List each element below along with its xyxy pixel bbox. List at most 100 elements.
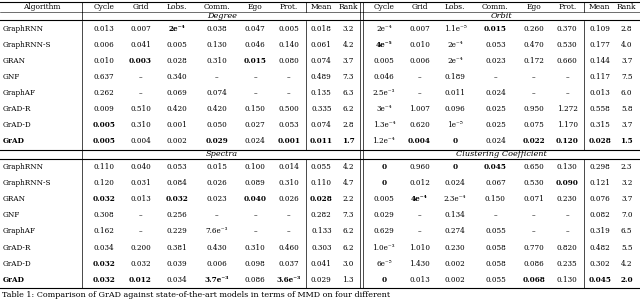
Text: –: – — [418, 89, 421, 97]
Text: 1.1e⁻⁵: 1.1e⁻⁵ — [444, 25, 467, 33]
Text: 0.034: 0.034 — [93, 244, 114, 252]
Text: 0.006: 0.006 — [207, 260, 227, 268]
Text: 0.039: 0.039 — [166, 260, 187, 268]
Text: 0.012: 0.012 — [409, 179, 430, 187]
Text: GraphRNN: GraphRNN — [3, 25, 44, 33]
Text: 2.5e⁻³: 2.5e⁻³ — [372, 89, 395, 97]
Text: –: – — [418, 211, 421, 219]
Text: 0.007: 0.007 — [409, 25, 430, 33]
Text: 0.335: 0.335 — [311, 105, 332, 113]
Text: 6.2: 6.2 — [342, 105, 354, 113]
Text: 0.370: 0.370 — [557, 25, 577, 33]
Text: 0.229: 0.229 — [166, 228, 187, 235]
Text: 0.134: 0.134 — [445, 211, 465, 219]
Text: 0.230: 0.230 — [557, 195, 577, 203]
Text: –: – — [253, 211, 257, 219]
Text: 0.006: 0.006 — [93, 41, 114, 49]
Text: 0.018: 0.018 — [311, 25, 332, 33]
Text: 0.032: 0.032 — [92, 260, 115, 268]
Text: 1.5: 1.5 — [620, 138, 633, 145]
Text: 0.024: 0.024 — [485, 89, 506, 97]
Text: 0.045: 0.045 — [484, 163, 507, 171]
Text: GrAD: GrAD — [3, 138, 25, 145]
Text: GraphRNN-S: GraphRNN-S — [3, 179, 52, 187]
Text: –: – — [287, 73, 291, 81]
Text: 0.006: 0.006 — [409, 57, 430, 65]
Text: 0.061: 0.061 — [311, 41, 332, 49]
Text: 0.460: 0.460 — [278, 244, 299, 252]
Text: GraphRNN-S: GraphRNN-S — [3, 41, 52, 49]
Text: 0.004: 0.004 — [130, 138, 151, 145]
Text: –: – — [418, 73, 421, 81]
Text: 0.012: 0.012 — [129, 276, 152, 284]
Text: 0.013: 0.013 — [589, 89, 610, 97]
Text: –: – — [532, 73, 536, 81]
Text: –: – — [493, 73, 497, 81]
Text: 6.5: 6.5 — [621, 228, 632, 235]
Text: 0.074: 0.074 — [207, 89, 227, 97]
Text: GRAN: GRAN — [3, 195, 26, 203]
Text: 0.770: 0.770 — [524, 244, 544, 252]
Text: Cycle: Cycle — [373, 3, 394, 11]
Text: 0.109: 0.109 — [589, 25, 610, 33]
Text: 0.027: 0.027 — [245, 121, 266, 129]
Text: 1.170: 1.170 — [557, 121, 578, 129]
Text: 0.032: 0.032 — [165, 195, 188, 203]
Text: 0.820: 0.820 — [557, 244, 578, 252]
Text: 0.074: 0.074 — [311, 57, 332, 65]
Text: 0.260: 0.260 — [524, 25, 544, 33]
Text: 0.032: 0.032 — [92, 276, 115, 284]
Text: 0.086: 0.086 — [524, 260, 544, 268]
Text: 7.3: 7.3 — [342, 73, 354, 81]
Text: 0.024: 0.024 — [245, 138, 266, 145]
Text: 0.082: 0.082 — [589, 211, 610, 219]
Text: 0.302: 0.302 — [589, 260, 610, 268]
Text: 0.053: 0.053 — [278, 121, 299, 129]
Text: 0.032: 0.032 — [130, 260, 151, 268]
Text: 0.420: 0.420 — [207, 105, 227, 113]
Text: 0.011: 0.011 — [310, 138, 333, 145]
Text: Rank: Rank — [339, 3, 358, 11]
Text: 0.074: 0.074 — [311, 121, 332, 129]
Text: 0.310: 0.310 — [207, 57, 227, 65]
Text: 0.010: 0.010 — [93, 57, 115, 65]
Text: 0.053: 0.053 — [485, 41, 506, 49]
Text: GNF: GNF — [3, 73, 20, 81]
Text: GrAD-R: GrAD-R — [3, 244, 31, 252]
Text: –: – — [139, 228, 142, 235]
Text: 7.0: 7.0 — [621, 211, 632, 219]
Text: 0.298: 0.298 — [589, 163, 610, 171]
Text: –: – — [215, 73, 219, 81]
Text: 1.007: 1.007 — [409, 105, 430, 113]
Text: 0.071: 0.071 — [524, 195, 544, 203]
Text: 0.090: 0.090 — [556, 179, 579, 187]
Text: 0.110: 0.110 — [93, 163, 115, 171]
Text: Lobs.: Lobs. — [445, 3, 465, 11]
Text: 7.6e⁻³: 7.6e⁻³ — [205, 228, 228, 235]
Text: 0.235: 0.235 — [557, 260, 577, 268]
Text: 0.001: 0.001 — [166, 121, 187, 129]
Text: 0.381: 0.381 — [166, 244, 187, 252]
Text: Grid: Grid — [412, 3, 428, 11]
Text: Clustering Coefficient: Clustering Coefficient — [456, 150, 547, 158]
Text: 0.489: 0.489 — [311, 73, 332, 81]
Text: GrAD: GrAD — [3, 276, 25, 284]
Text: 3.0: 3.0 — [342, 260, 354, 268]
Text: 0.053: 0.053 — [166, 163, 187, 171]
Text: 3.7e⁻³: 3.7e⁻³ — [205, 276, 229, 284]
Text: 4.2: 4.2 — [621, 260, 632, 268]
Text: GNF: GNF — [3, 211, 20, 219]
Text: 4.2: 4.2 — [342, 163, 354, 171]
Text: 2e⁻⁴: 2e⁻⁴ — [447, 57, 463, 65]
Text: 3.2: 3.2 — [342, 25, 354, 33]
Text: Algorithm: Algorithm — [22, 3, 60, 11]
Text: 6e⁻⁵: 6e⁻⁵ — [376, 260, 392, 268]
Text: Comm.: Comm. — [482, 3, 509, 11]
Text: 0.041: 0.041 — [311, 260, 332, 268]
Text: –: – — [215, 211, 219, 219]
Text: 0.009: 0.009 — [93, 105, 114, 113]
Text: –: – — [253, 228, 257, 235]
Text: 0.005: 0.005 — [166, 41, 187, 49]
Text: –: – — [493, 211, 497, 219]
Text: 0.620: 0.620 — [409, 121, 430, 129]
